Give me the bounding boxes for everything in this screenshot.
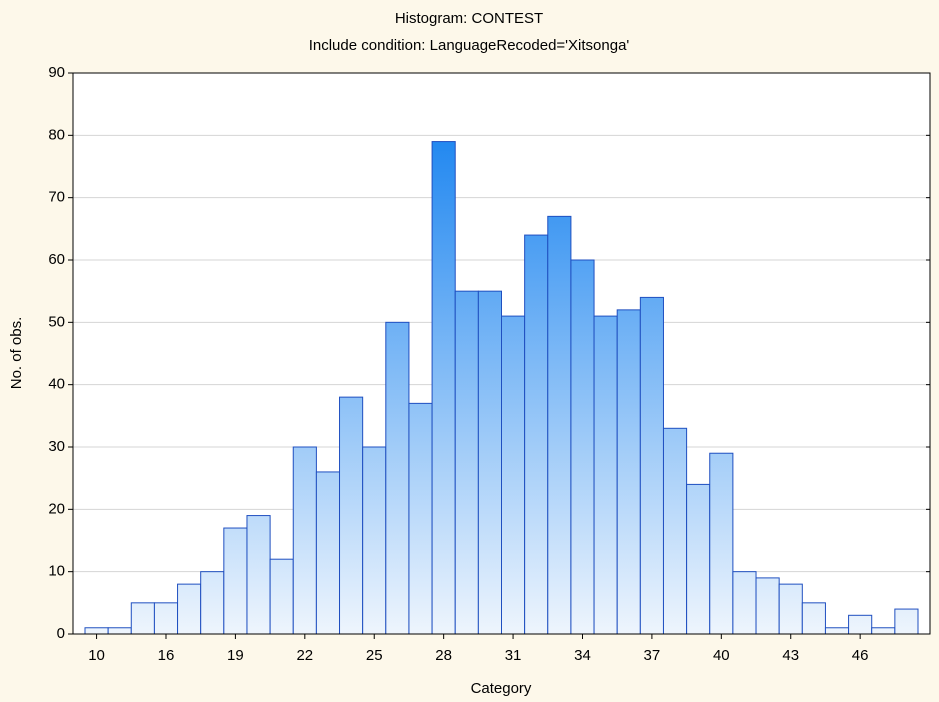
x-tick-label: 25	[366, 647, 383, 664]
y-tick-label: 50	[48, 313, 65, 330]
bar	[755, 577, 780, 635]
x-axis-label: Category	[471, 680, 532, 697]
x-tick-label: 19	[227, 647, 244, 664]
bar	[269, 558, 294, 635]
bar	[616, 309, 641, 635]
bar	[223, 527, 248, 635]
bar	[732, 571, 757, 635]
bar	[431, 141, 456, 635]
y-tick-label: 90	[48, 64, 65, 81]
bar	[315, 471, 341, 635]
x-tick-label: 40	[713, 647, 730, 664]
x-tick-label: 16	[158, 647, 175, 664]
bar	[107, 627, 132, 635]
bar	[84, 627, 109, 635]
x-tick-label: 46	[852, 647, 869, 664]
bar	[385, 321, 410, 635]
bar	[454, 290, 479, 635]
y-tick-label: 20	[48, 500, 65, 517]
bar	[801, 602, 826, 635]
bar	[662, 427, 688, 635]
bar	[362, 446, 387, 635]
bar	[501, 315, 526, 635]
bar	[153, 602, 179, 635]
bar	[570, 259, 595, 635]
bar	[593, 315, 618, 635]
bar	[292, 446, 317, 635]
chart-subtitle: Include condition: LanguageRecoded='Xits…	[309, 37, 630, 54]
x-tick-label: 34	[574, 647, 591, 664]
bar	[339, 396, 364, 635]
chart-title: Histogram: CONTEST	[395, 10, 543, 27]
plot-frame	[72, 72, 931, 635]
y-axis-label: No. of obs.	[8, 317, 25, 390]
bar	[639, 296, 664, 635]
y-tick-label: 70	[48, 189, 65, 206]
bar	[709, 452, 734, 635]
x-tick-label: 37	[644, 647, 661, 664]
bar	[824, 627, 850, 635]
x-tick-label: 22	[296, 647, 313, 664]
bar	[477, 290, 503, 635]
x-tick-label: 31	[505, 647, 522, 664]
x-tick-label: 10	[88, 647, 105, 664]
bar	[177, 583, 202, 635]
bar	[246, 515, 271, 635]
bar	[894, 608, 919, 635]
x-tick-label: 28	[435, 647, 452, 664]
y-tick-label: 10	[48, 563, 65, 580]
y-tick-label: 0	[57, 625, 65, 642]
y-tick-label: 40	[48, 376, 65, 393]
plot: 0 10 20 30 40 50 60 70 80 90 10 16 19 22 25 28 31 34 37 40 4…	[48, 64, 930, 664]
y-tick-label: 80	[48, 126, 65, 143]
bar	[524, 234, 549, 635]
bar	[848, 614, 873, 635]
bar	[686, 483, 711, 635]
y-tick-label: 60	[48, 251, 65, 268]
bar	[871, 627, 896, 635]
bar	[408, 402, 433, 635]
bar	[130, 602, 155, 635]
bar	[200, 571, 225, 635]
y-tick-label: 30	[48, 438, 65, 455]
x-tick-label: 43	[782, 647, 799, 664]
bar	[547, 215, 572, 635]
bar	[778, 583, 803, 635]
